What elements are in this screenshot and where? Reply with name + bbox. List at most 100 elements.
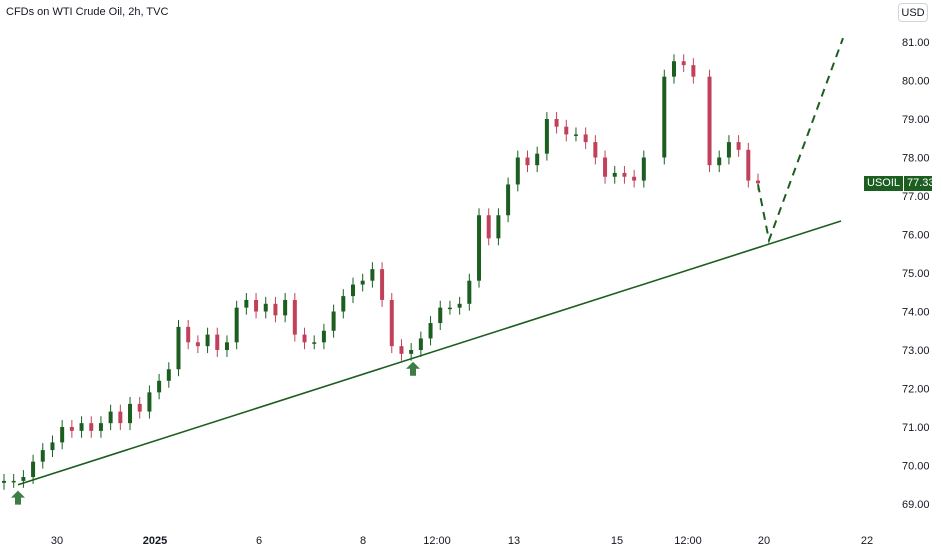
candle-body: [535, 153, 540, 166]
currency-button[interactable]: USD: [898, 3, 928, 22]
candle-body: [254, 299, 259, 312]
candle-body: [186, 326, 191, 343]
candle-body: [612, 172, 617, 177]
candle-body: [736, 142, 741, 150]
y-tick-label: 80.00: [902, 76, 930, 88]
candle-body: [632, 176, 637, 181]
x-tick-label: 20: [758, 535, 770, 547]
candle-body: [321, 330, 326, 343]
candle-body: [564, 126, 569, 135]
x-tick-label: 15: [611, 535, 623, 547]
candle-body: [593, 142, 598, 158]
candle-body: [60, 427, 65, 443]
candle-body: [746, 149, 751, 181]
candle-body: [622, 172, 627, 177]
candle-body: [467, 280, 472, 304]
candle-body: [399, 346, 404, 354]
candle-body: [409, 350, 414, 354]
y-tick-label: 69.00: [902, 499, 930, 511]
y-tick-label: 78.00: [902, 153, 930, 165]
candle-body: [350, 284, 355, 297]
y-tick-label: 76.00: [902, 230, 930, 242]
price-tag-symbol: USOIL: [864, 176, 904, 191]
candle-body: [662, 76, 667, 158]
candle-body: [418, 338, 423, 350]
candle-body: [166, 369, 171, 381]
y-tick-label: 81.00: [902, 37, 930, 49]
x-tick-label: 8: [360, 535, 366, 547]
candle-body: [681, 61, 686, 66]
candle-body: [89, 423, 94, 431]
candle-body: [428, 323, 433, 339]
candle-body: [118, 411, 123, 424]
candle-body: [98, 423, 103, 431]
candle-body: [671, 61, 676, 77]
y-tick-label: 72.00: [902, 384, 930, 396]
support-arrows: [11, 361, 420, 505]
x-tick-label: 13: [508, 535, 520, 547]
y-tick-label: 73.00: [902, 345, 930, 357]
candle-body: [234, 307, 239, 343]
candle-body: [554, 119, 559, 127]
candle-body: [370, 269, 375, 281]
candle-body: [707, 76, 712, 166]
candle-body: [2, 480, 6, 483]
projection-path[interactable]: [757, 37, 844, 244]
y-tick-label: 79.00: [902, 114, 930, 126]
x-tick-label: 2025: [143, 535, 167, 547]
candle-body: [137, 403, 142, 412]
candle-body: [717, 157, 722, 166]
candle-body: [380, 269, 385, 300]
candle-body: [40, 450, 45, 462]
candle-body: [641, 157, 646, 181]
time-axis[interactable]: 30 2025 6 8 12:00 13 15 12:00 20 22: [51, 535, 873, 547]
candle-body: [486, 215, 491, 239]
candle-body: [302, 334, 307, 343]
candle-body: [157, 380, 162, 393]
candle-body: [389, 299, 394, 347]
price-tag-value: 77.33: [903, 176, 932, 191]
y-tick-label: 75.00: [902, 268, 930, 280]
support-trendline[interactable]: [17, 220, 842, 486]
candles: [2, 54, 760, 490]
x-tick-label: 6: [256, 535, 262, 547]
x-tick-label: 30: [51, 535, 63, 547]
candle-body: [69, 427, 74, 431]
candle-body: [31, 461, 36, 478]
candle-body: [147, 392, 152, 412]
candle-body: [273, 303, 278, 316]
chart-title: CFDs on WTI Crude Oil, 2h, TVC: [6, 6, 169, 18]
candle-body: [544, 119, 549, 154]
candle-body: [583, 134, 588, 143]
candle-body: [244, 299, 249, 308]
candle-body: [756, 180, 760, 184]
candle-body: [215, 334, 220, 350]
price-axis[interactable]: 69.00 70.00 71.00 72.00 73.00 74.00 75.00 76.00…: [902, 37, 930, 511]
candle-body: [79, 423, 84, 431]
candle-body: [603, 157, 608, 177]
candle-body: [176, 326, 181, 370]
candle-body: [438, 307, 443, 324]
candle-body: [447, 307, 452, 310]
candle-body: [496, 215, 501, 239]
candle-body: [21, 477, 26, 481]
candle-body: [224, 342, 229, 350]
candle-body: [573, 134, 578, 136]
candle-body: [341, 296, 346, 312]
candle-body: [506, 184, 511, 216]
x-tick-label: 22: [861, 535, 873, 547]
candle-body: [525, 157, 530, 166]
candle-body: [108, 411, 113, 424]
x-tick-label: 12:00: [674, 535, 702, 547]
candle-body: [331, 311, 336, 331]
candle-body: [726, 142, 731, 158]
candle-body: [195, 342, 200, 347]
candle-body: [205, 334, 210, 347]
candle-body: [283, 299, 288, 316]
candle-body: [292, 299, 297, 335]
candle-body: [312, 342, 317, 344]
candle-body: [457, 303, 462, 308]
y-tick-label: 70.00: [902, 461, 930, 473]
x-tick-label: 12:00: [423, 535, 451, 547]
